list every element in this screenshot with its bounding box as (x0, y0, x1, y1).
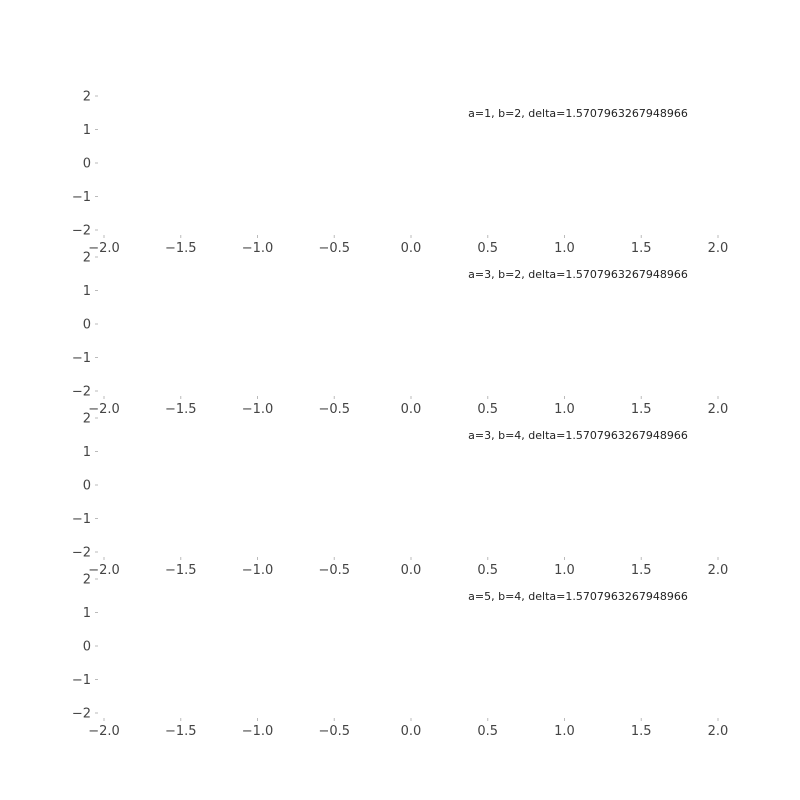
x-tick-label: 0.0 (401, 724, 422, 739)
y-tick-label: −2 (72, 707, 91, 722)
x-tick-label: 2.0 (708, 402, 729, 417)
y-tick-label: 2 (83, 412, 91, 427)
x-tick-label: 0.5 (477, 724, 498, 739)
x-tick-label: 0.5 (477, 241, 498, 256)
y-tick-label: 1 (83, 123, 91, 138)
y-tick-label: −1 (72, 512, 91, 527)
x-tick-label: 0.5 (477, 402, 498, 417)
x-tick-label: −1.5 (165, 563, 197, 578)
x-tick-label: −1.0 (242, 724, 274, 739)
x-tick-label: 1.0 (554, 241, 575, 256)
y-tick-label: 0 (83, 157, 91, 172)
y-tick-label: −1 (72, 351, 91, 366)
subplot-3: a=3, b=4, delta=1.5707963267948966 −2 −1 0 1… (72, 412, 729, 579)
y-tick-label: −2 (72, 546, 91, 561)
x-tick-label: −1.5 (165, 241, 197, 256)
y-tick-label: 1 (83, 445, 91, 460)
y-tick-label: 0 (83, 479, 91, 494)
subplot-title: a=1, b=2, delta=1.5707963267948966 (468, 107, 688, 120)
y-tick-label: −1 (72, 673, 91, 688)
y-tick-label: 2 (83, 573, 91, 588)
x-tick-label: −0.5 (318, 402, 350, 417)
y-tick-label: 2 (83, 90, 91, 105)
y-tick-label: 0 (83, 640, 91, 655)
x-tick-label: 1.5 (631, 724, 652, 739)
x-tick-label: 1.5 (631, 402, 652, 417)
x-tick-label: −1.0 (242, 241, 274, 256)
x-tick-label: −0.5 (318, 724, 350, 739)
subplot-title: a=3, b=4, delta=1.5707963267948966 (468, 429, 688, 442)
x-tick-label: −2.0 (88, 402, 120, 417)
x-tick-label: −1.0 (242, 563, 274, 578)
y-tick-label: −1 (72, 190, 91, 205)
x-tick-label: 1.5 (631, 241, 652, 256)
x-tick-label: 2.0 (708, 724, 729, 739)
x-tick-label: −1.5 (165, 402, 197, 417)
x-tick-label: 2.0 (708, 241, 729, 256)
x-tick-label: −0.5 (318, 241, 350, 256)
x-tick-label: −2.0 (88, 563, 120, 578)
y-tick-label: 1 (83, 606, 91, 621)
x-tick-label: 1.0 (554, 563, 575, 578)
x-tick-label: −2.0 (88, 241, 120, 256)
subplot-title: a=3, b=2, delta=1.5707963267948966 (468, 268, 688, 281)
x-tick-label: 0.0 (401, 563, 422, 578)
x-tick-label: 1.0 (554, 402, 575, 417)
x-tick-label: −0.5 (318, 563, 350, 578)
x-tick-label: 0.5 (477, 563, 498, 578)
y-tick-label: −2 (72, 385, 91, 400)
y-tick-label: 1 (83, 284, 91, 299)
x-tick-label: −1.5 (165, 724, 197, 739)
y-tick-label: 2 (83, 251, 91, 266)
y-tick-label: −2 (72, 224, 91, 239)
y-tick-label: 0 (83, 318, 91, 333)
x-tick-label: −1.0 (242, 402, 274, 417)
x-tick-label: −2.0 (88, 724, 120, 739)
subplot-title: a=5, b=4, delta=1.5707963267948966 (468, 590, 688, 603)
x-tick-label: 2.0 (708, 563, 729, 578)
x-tick-label: 0.0 (401, 241, 422, 256)
x-tick-label: 1.0 (554, 724, 575, 739)
x-tick-label: 0.0 (401, 402, 422, 417)
subplot-1: a=1, b=2, delta=1.5707963267948966 −2 −1 0 1… (72, 90, 729, 257)
subplot-4: a=5, b=4, delta=1.5707963267948966 −2 −1 0 1… (72, 573, 729, 740)
subplot-2: a=3, b=2, delta=1.5707963267948966 −2 −1 0 1… (72, 251, 729, 418)
x-tick-label: 1.5 (631, 563, 652, 578)
